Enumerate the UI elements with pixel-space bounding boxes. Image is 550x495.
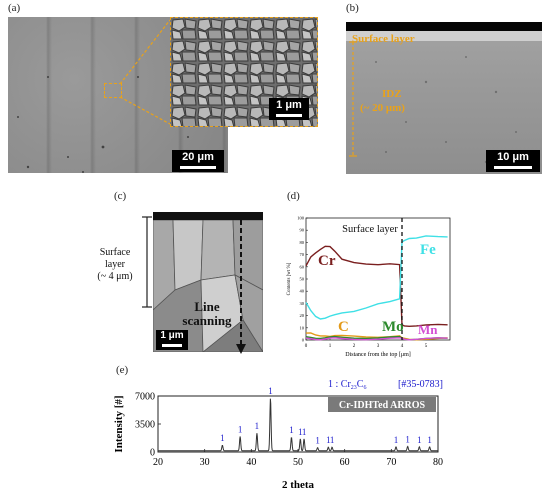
xrd-peak-label: 1: [238, 424, 243, 434]
sample-label: Cr-IDHTed ARROS: [339, 400, 426, 411]
chart-e-xtick-label: 40: [246, 457, 256, 468]
chart-d-xtick-label: 2: [353, 344, 356, 349]
legend-ref: 1 : Cr: [328, 379, 351, 390]
xrd-peak-label: 1: [289, 425, 294, 435]
chart-d-xlabel: Distance from the top [μm]: [345, 351, 411, 358]
chart-d-ytick-label: 10: [300, 325, 305, 330]
xrd-peak-label: 1: [302, 427, 307, 437]
chart-d-label-mn: Mn: [418, 322, 438, 337]
surface-layer-c-line3: (~ 4 μm): [97, 271, 133, 282]
surface-layer-label-c: Surface layer (~ 4 μm): [88, 247, 142, 283]
chart-e-xtick-label: 70: [386, 457, 396, 468]
chart-d-xtick-label: 0: [305, 344, 308, 349]
sem-image-c: [153, 212, 263, 352]
chart-d-series-cr: [305, 245, 448, 328]
chart-d-ytick-label: 90: [300, 228, 305, 233]
xrd-peak-label: 1: [220, 433, 225, 443]
chart-d-ylabel: Contents [wt %]: [287, 262, 292, 295]
xrd-peak-label: 1: [268, 386, 273, 396]
chart-e-xtick-label: 60: [340, 457, 350, 468]
panel-e-label: (e): [116, 364, 129, 376]
legend-sub2: 6: [363, 385, 366, 391]
chart-d-series-fe: [305, 235, 448, 320]
scale-bar-a: 20 μm: [172, 150, 224, 172]
chart-e-xlabel: 2 theta: [282, 479, 315, 491]
chart-d-ytick-label: 100: [297, 216, 305, 221]
surface-layer-c-line1: Surface: [99, 247, 131, 258]
panel-b-label: (b): [346, 2, 359, 14]
chart-d-xtick-label: 1: [329, 344, 332, 349]
surface-top-black: [346, 22, 542, 31]
xrd-peak-label: 1: [405, 434, 410, 444]
panel-d-label: (d): [287, 190, 300, 202]
surface-layer-band: [346, 31, 542, 41]
chart-d-ytick-label: 0: [302, 338, 305, 343]
xrd-peak-label: 1: [427, 435, 432, 445]
line-scanning-label: Line scanning: [178, 300, 236, 328]
xrd-peak-label: 1: [298, 427, 303, 437]
inset-scale-bar: 1 μm: [269, 98, 309, 120]
line-scanning-line2: scanning: [182, 313, 232, 328]
sem-image-b: [346, 22, 542, 174]
surface-layer-c-line2: layer: [105, 259, 125, 270]
chart-e-pdf-ref: [#35-0783]: [398, 379, 443, 390]
chart-d-ytick-label: 50: [300, 277, 305, 282]
chart-d-label-c: C: [338, 319, 349, 335]
scale-text-b: 10 μm: [497, 151, 529, 163]
scale-bar-b: 10 μm: [486, 150, 540, 172]
chart-d-ytick-label: 30: [300, 301, 305, 306]
chart-e-xtick-label: 80: [433, 457, 443, 468]
chart-e-ytick-label: 0: [150, 448, 155, 459]
scale-text-a: 20 μm: [182, 151, 214, 163]
sample-label-box: [328, 397, 436, 412]
chart-e-xtick-label: 30: [200, 457, 210, 468]
xrd-peak-label: 1: [330, 435, 335, 445]
chart-d-ytick-label: 80: [300, 240, 305, 245]
xrd-peak-label: 1: [394, 435, 399, 445]
chart-d-frame: [305, 217, 451, 341]
chart-d-label-cr: Cr: [318, 253, 336, 269]
scale-bar-c: 1 μm: [156, 330, 188, 350]
chart-e-xtick-label: 50: [293, 457, 303, 468]
xrd-peak-label: 1: [315, 436, 320, 446]
chart-e-ytick-label: 3500: [135, 420, 155, 431]
legend-c: C: [357, 379, 364, 390]
panel-c-label: (c): [114, 190, 127, 202]
surface-layer-label-b: Surface layer: [352, 33, 415, 45]
chart-d-ytick-label: 60: [300, 264, 305, 269]
chart-d-ytick-label: 40: [300, 289, 305, 294]
chart-d-xtick-label: 5: [425, 344, 428, 349]
xrd-peak-label: 1: [326, 435, 331, 445]
panel-a-label: (a): [8, 2, 21, 14]
chart-d-series-mn: [305, 337, 448, 341]
xrd-peak-label: 1: [417, 435, 422, 445]
line-scan-arrow: [236, 220, 246, 354]
inset-region-marker: [104, 83, 122, 98]
inset-connector-lines: [119, 19, 171, 125]
chart-e-ylabel: Intensity [#]: [113, 395, 125, 452]
chart-d-label-fe: Fe: [420, 242, 436, 258]
idz-bracket: [349, 41, 357, 157]
idz-size-label: (~ 20 μm): [360, 102, 405, 114]
chart-d-ytick-label: 20: [300, 313, 305, 318]
chart-e-ytick-label: 7000: [135, 392, 155, 403]
chart-d-ytick-label: 70: [300, 252, 305, 257]
chart-e-legend: 1 : Cr23C6: [328, 379, 366, 391]
chart-d: 0 10 20 30 40 50 60 70 80 90 100 0 1 2 3 4 5 Contents […: [287, 216, 451, 358]
xrd-trace: [158, 398, 438, 452]
surface-layer-bracket-c: [142, 216, 152, 308]
sem-inset-grains: 1 μm: [170, 17, 318, 127]
chart-d-xtick-label: 3: [377, 344, 380, 349]
inset-scale-text: 1 μm: [276, 99, 302, 111]
chart-d-xtick-label: 4: [401, 344, 404, 349]
idz-label: IDZ: [382, 88, 402, 100]
chart-d-title: Surface layer: [342, 224, 398, 235]
line-scanning-line1: Line: [194, 299, 220, 314]
chart-e-xtick-label: 20: [153, 457, 163, 468]
chart-d-label-mo: Mo: [382, 319, 404, 335]
legend-sub: 23: [351, 385, 357, 391]
xrd-peak-label: 1: [255, 421, 260, 431]
scale-text-c: 1 μm: [160, 330, 184, 341]
